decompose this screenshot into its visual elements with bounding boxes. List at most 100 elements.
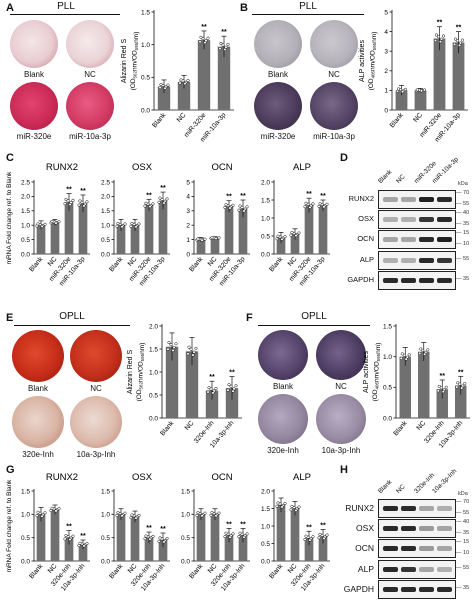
unit-text: nm/OD [374, 361, 381, 382]
y-tick-label: 5 [384, 9, 388, 16]
unit-text: nm) [139, 343, 146, 354]
data-point [78, 541, 82, 545]
blot-band [437, 506, 452, 511]
kda-marker: — 55 [456, 510, 470, 516]
y-tick-label: 0.5 [21, 237, 30, 244]
data-point [455, 39, 460, 43]
unit-subscript: 595 [134, 42, 139, 50]
data-point [210, 236, 214, 240]
data-point [191, 353, 195, 357]
y-tick-label: 2.0 [261, 179, 270, 186]
data-point [179, 78, 183, 82]
y-tick-label: 0.0 [383, 415, 392, 422]
data-point [85, 542, 89, 546]
y-tick-label: 2.0 [101, 194, 110, 201]
bar [36, 514, 46, 561]
data-point [200, 238, 204, 242]
kda-marker: — 10 [456, 550, 470, 557]
dish-label: 320e-Inh [22, 450, 54, 459]
data-point [280, 237, 284, 241]
data-point [43, 511, 47, 515]
y-tick-label: 1.5 [261, 506, 270, 513]
data-point [304, 534, 308, 538]
data-point [158, 196, 162, 200]
data-point [144, 201, 148, 205]
blot-band [401, 586, 416, 592]
data-point [134, 516, 138, 520]
x-tick-label: Blank [159, 419, 176, 437]
blot-row-label: ALP [357, 563, 374, 574]
data-point [403, 87, 408, 91]
data-point [317, 204, 321, 208]
data-point [211, 391, 215, 395]
data-point [226, 388, 230, 392]
data-point [157, 539, 161, 543]
data-point [294, 508, 298, 512]
dish-image [70, 396, 122, 448]
data-point [308, 205, 312, 209]
data-point [322, 205, 326, 209]
data-point [290, 504, 294, 508]
data-point [189, 347, 193, 351]
y-tick-label: 1.5 [261, 197, 270, 204]
data-point [186, 78, 190, 83]
y-axis-unit: (OD562nm/OD595nm) [130, 32, 140, 91]
y-tick-label: 2.0 [21, 194, 30, 201]
y-tick-label: 2.0 [149, 323, 158, 330]
bar [304, 205, 314, 254]
data-point [311, 202, 315, 206]
kda-marker: — 15 [456, 539, 470, 546]
blot-strip [378, 559, 456, 579]
bar [399, 356, 411, 418]
data-point [223, 205, 227, 210]
data-point [238, 531, 242, 535]
dish-label: 320e-Inh [267, 446, 299, 455]
blot-band [437, 546, 452, 552]
data-point [167, 341, 171, 345]
blot-band [383, 257, 398, 263]
y-tick-label: 0.5 [141, 75, 150, 82]
blot-band [437, 566, 452, 572]
panel-label-b: B [240, 2, 248, 14]
data-point [303, 205, 307, 209]
blot-band [383, 566, 398, 572]
blot-strip [378, 539, 456, 559]
data-point [242, 209, 246, 213]
y-tick-label: 2 [384, 68, 388, 75]
blot-lane-label: miR-10a-3p [431, 156, 461, 185]
data-point [453, 37, 458, 41]
data-point [144, 534, 148, 538]
blot-band [419, 566, 434, 572]
blot-strip [378, 190, 456, 209]
dish-image [316, 330, 366, 380]
data-point [143, 204, 147, 208]
bar [318, 536, 328, 561]
x-tick-label: Blank [389, 111, 406, 129]
data-point [203, 41, 207, 45]
data-point [63, 537, 67, 541]
y-tick-label: 0.5 [383, 385, 392, 392]
kda-label: kDa [458, 181, 468, 187]
data-point [165, 536, 169, 541]
data-point [199, 35, 203, 39]
dish-image [316, 394, 366, 444]
data-point [159, 82, 163, 87]
panel-a-underline [10, 14, 120, 15]
data-point [231, 203, 235, 207]
data-point [143, 537, 147, 541]
dish-label: miR-320e [260, 132, 296, 141]
data-point [322, 536, 326, 540]
y-axis-unit: (OD562nm/OD595nm) [136, 343, 146, 402]
y-axis-label: ALP activities [359, 40, 366, 82]
x-tick-label: Blank [188, 562, 205, 580]
y-tick-label: 2.5 [21, 179, 30, 186]
x-tick-label: NC [416, 420, 428, 432]
blot-row-label: OCN [355, 543, 374, 554]
significance-mark: ** [226, 194, 232, 201]
data-point [317, 536, 321, 540]
blot-band [419, 197, 434, 202]
data-point [54, 221, 58, 225]
